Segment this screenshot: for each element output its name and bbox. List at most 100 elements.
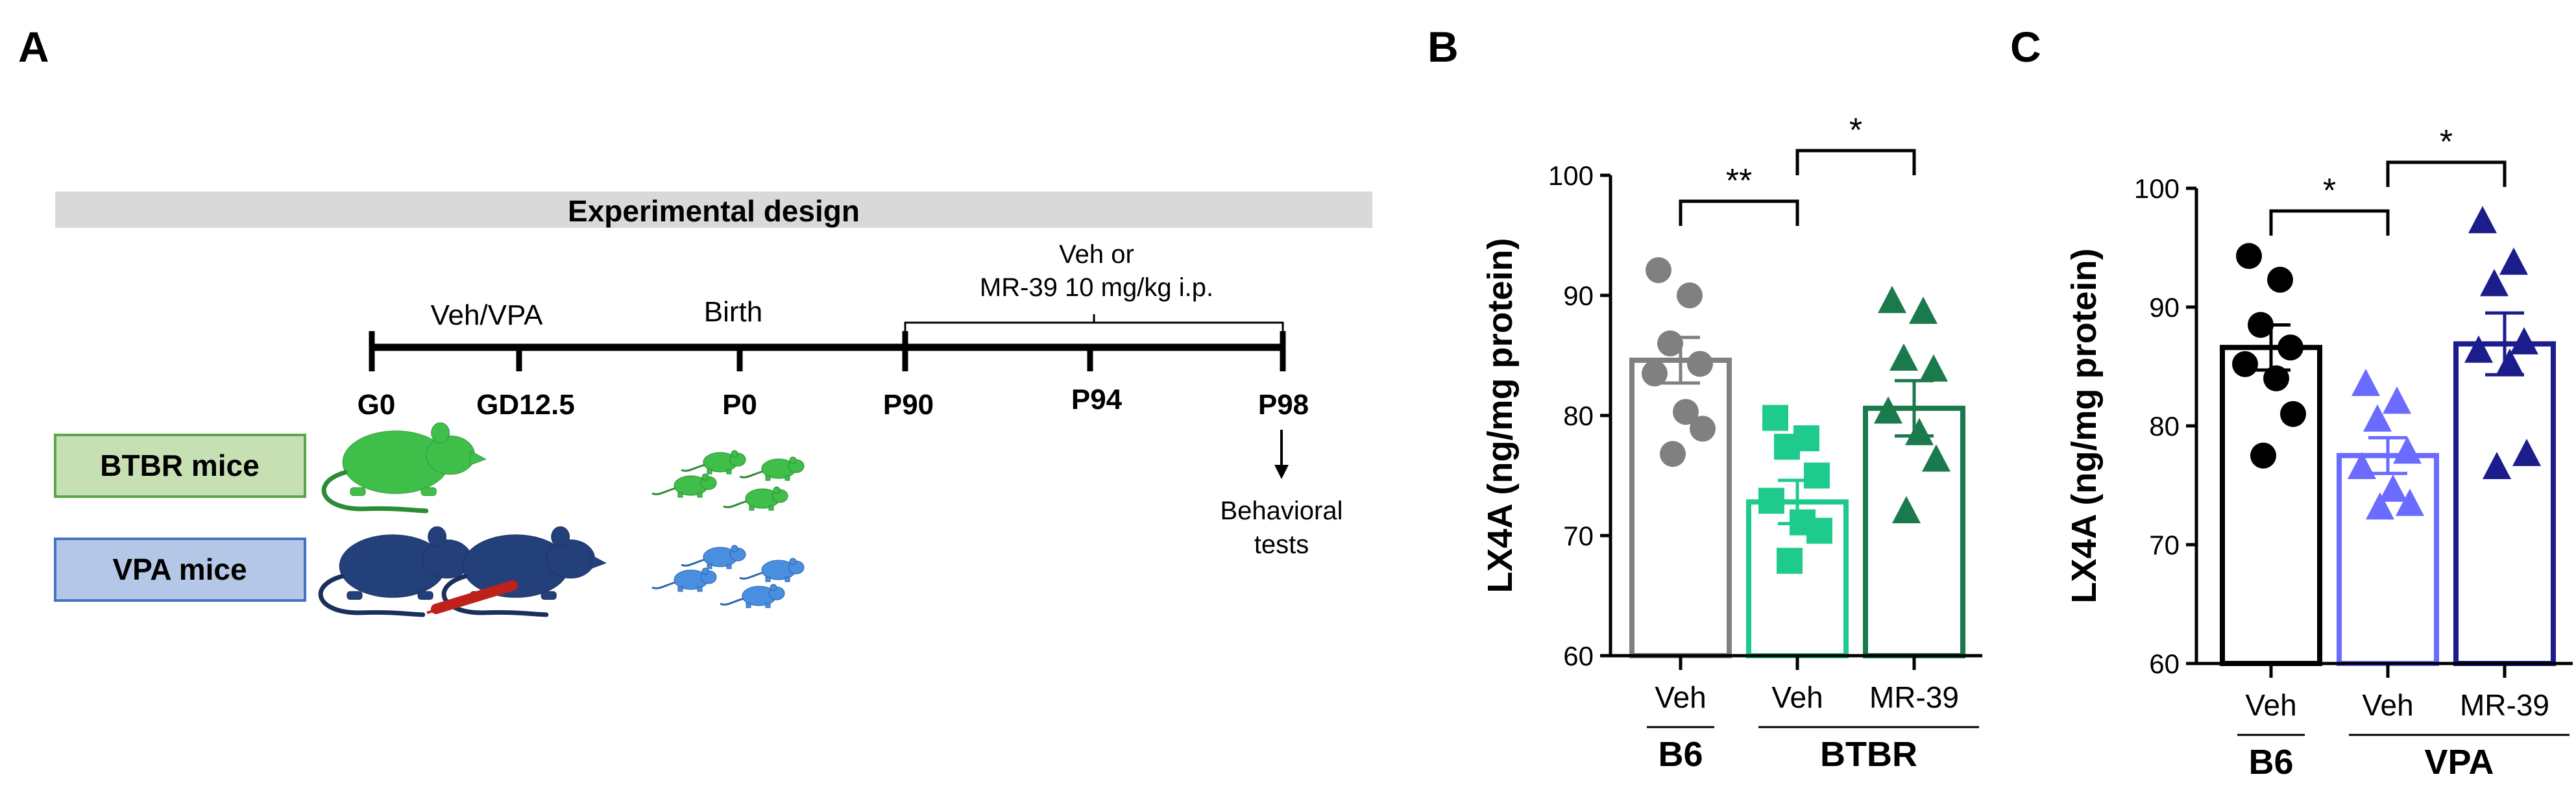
- data-point: [1878, 286, 1906, 314]
- bar: [2453, 341, 2556, 666]
- data-point: [2496, 348, 2524, 376]
- y-axis-label: LX4A (ng/mg protein): [1481, 238, 1520, 593]
- vpa-label: VPA mice: [112, 552, 247, 586]
- design-title-bar: [55, 192, 1372, 228]
- panel-a: A Experimental design Veh/VPA Birth Veh …: [18, 23, 1372, 615]
- data-point: [1774, 434, 1800, 460]
- treatment2-line1: Veh or: [1059, 240, 1134, 269]
- significance-bracket: [2269, 209, 2390, 236]
- y-tick-label: 100: [1548, 160, 1594, 191]
- data-point: [1673, 399, 1699, 425]
- y-tick-label: 100: [2134, 173, 2180, 204]
- significance-label: *: [2323, 172, 2336, 210]
- data-point: [2363, 404, 2392, 432]
- data-point: [2512, 438, 2541, 466]
- data-point: [1646, 257, 1671, 284]
- significance-label: *: [1849, 112, 1862, 149]
- significance-bracket: [1679, 199, 1799, 226]
- panel-b: B 60 70 80 90 100 LX4A (ng/mg protein) Veh Veh M…: [1428, 23, 1982, 774]
- y-tick-label: 90: [1563, 280, 1594, 311]
- timepoint-labels: G0 GD12.5 P0 P90 P94 P98: [358, 384, 1309, 421]
- group-label: BTBR: [1820, 735, 1917, 774]
- y-tick-label: 80: [1563, 401, 1594, 431]
- data-point: [2278, 334, 2303, 361]
- treatment2-line2: MR-39 10 mg/kg i.p.: [980, 273, 1213, 302]
- data-point: [2351, 368, 2380, 396]
- data-point: [1777, 547, 1803, 574]
- data-point: [2236, 243, 2262, 269]
- group-label: B6: [1658, 735, 1703, 774]
- data-point: [1758, 488, 1784, 514]
- group-label: B6: [2248, 743, 2293, 782]
- treatment2-brace: [904, 314, 1284, 331]
- y-tick-label: 70: [2149, 530, 2180, 560]
- y-tick-label: 70: [1563, 521, 1594, 551]
- y-tick-label: 60: [2149, 649, 2180, 679]
- data-point: [2396, 488, 2424, 516]
- y-axis-label: LX4A (ng/mg protein): [2065, 249, 2104, 604]
- x-tick-label: Veh: [2362, 688, 2413, 722]
- panel-b-label: B: [1428, 23, 1459, 71]
- data-point: [2499, 247, 2528, 275]
- data-point: [2366, 492, 2394, 520]
- data-point: [1874, 396, 1902, 424]
- data-point: [1804, 462, 1830, 489]
- data-point: [2483, 452, 2511, 480]
- chart-b: 60 70 80 90 100 LX4A (ng/mg protein) Veh Veh MR-…: [1481, 112, 1982, 774]
- syringe-icon: [426, 580, 518, 614]
- data-point: [2480, 269, 2509, 297]
- x-tick-label: Veh: [1655, 680, 1706, 714]
- group-label: VPA: [2424, 743, 2494, 782]
- data-point: [1919, 354, 1948, 382]
- data-point: [1889, 343, 1918, 371]
- data-point: [1690, 415, 1716, 442]
- treatment-label: Veh/VPA: [431, 299, 544, 331]
- x-tick-label: Veh: [2245, 688, 2296, 722]
- data-point: [1806, 517, 1832, 544]
- outcome-arrow-head: [1274, 465, 1289, 479]
- data-point: [2468, 206, 2497, 234]
- data-point: [1909, 296, 1938, 324]
- x-tick-label: MR-39: [1869, 680, 1959, 714]
- y-tick-label: 90: [2149, 292, 2180, 323]
- outcome-line1: Behavioral: [1220, 497, 1343, 525]
- btbr-pups-icon: [651, 449, 805, 512]
- data-point: [1642, 360, 1668, 387]
- data-point: [2267, 266, 2293, 293]
- data-point: [2379, 474, 2407, 502]
- timepoint-p94: P94: [1071, 384, 1123, 415]
- data-point: [1762, 404, 1788, 431]
- btbr-label: BTBR mice: [100, 449, 259, 482]
- data-point: [1892, 496, 1921, 523]
- significance-label: **: [1726, 162, 1752, 200]
- timepoint-gd12: GD12.5: [476, 389, 575, 421]
- data-point: [1905, 417, 1934, 445]
- y-tick-label: 60: [1563, 641, 1594, 671]
- significance-bracket: [2386, 160, 2507, 187]
- chart-c: 60 70 80 90 100 LX4A (ng/mg protein) Veh Veh MR-…: [2065, 123, 2573, 782]
- data-point: [2510, 327, 2538, 354]
- x-tick-label: MR-39: [2460, 688, 2549, 722]
- data-point: [2232, 351, 2258, 377]
- panel-c: C 60 70 80 90 100 LX4A (ng/mg protein) Veh Veh M…: [2010, 23, 2573, 782]
- data-point: [2280, 401, 2306, 427]
- data-point: [1660, 441, 1686, 467]
- bar: [2220, 345, 2322, 666]
- birth-label: Birth: [704, 296, 762, 328]
- panel-a-label: A: [18, 23, 49, 71]
- design-title: Experimental design: [568, 194, 860, 228]
- x-tick-label: Veh: [1771, 680, 1823, 714]
- timepoint-p98: P98: [1258, 389, 1309, 421]
- data-point: [1677, 282, 1703, 308]
- timepoint-p0: P0: [722, 389, 757, 421]
- btbr-box: [54, 434, 306, 498]
- timeline-ticks: [369, 331, 1286, 371]
- data-point: [2464, 335, 2493, 363]
- data-point: [2393, 436, 2422, 464]
- data-point: [1922, 444, 1950, 472]
- timepoint-g0: G0: [358, 389, 396, 421]
- data-point: [1687, 351, 1713, 377]
- btbr-mouse-icon: [324, 423, 486, 511]
- bar: [1863, 405, 1965, 659]
